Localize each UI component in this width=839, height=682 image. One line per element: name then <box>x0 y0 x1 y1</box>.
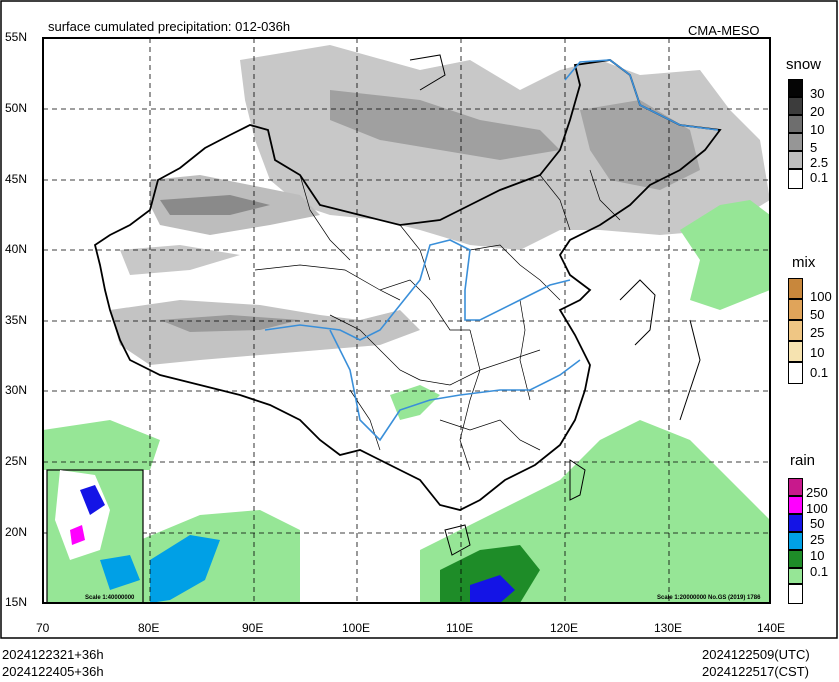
lat-label: 20N <box>5 525 28 539</box>
legend-swatch <box>788 133 803 151</box>
legend-label: 0.1 <box>810 170 829 185</box>
legend-swatch <box>788 169 803 189</box>
south-china-sea-inset <box>46 469 144 603</box>
legend-swatch <box>788 568 803 584</box>
lon-label: 80E <box>138 621 160 635</box>
legend-label: 5 <box>810 140 818 155</box>
snow-area-northeast <box>580 100 700 190</box>
legend-label: 10 <box>810 345 825 360</box>
lon-label: 90E <box>242 621 264 635</box>
legend-title-mix: mix <box>792 254 816 271</box>
lon-label: 140E <box>757 621 786 635</box>
map-scale: Scale 1:20000000 No.GS (2019) 1786 <box>657 595 761 601</box>
lat-label: 30N <box>5 383 28 397</box>
legend-swatch <box>788 299 803 320</box>
legend-swatch <box>788 278 803 299</box>
lat-label: 50N <box>5 101 28 115</box>
lat-label: 25N <box>5 454 28 468</box>
legend-swatch <box>788 550 803 568</box>
legend-label: 2.5 <box>810 155 829 170</box>
legend-swatch <box>788 362 803 384</box>
legend-label: 20 <box>810 104 825 119</box>
rain-area-sea-blue <box>470 575 515 603</box>
legend-swatch <box>788 532 803 550</box>
lat-label: 40N <box>5 242 28 256</box>
lat-label: 55N <box>5 30 28 44</box>
china-border <box>93 59 722 511</box>
legend-swatch <box>788 496 803 514</box>
legend-title-rain: rain <box>790 452 816 469</box>
rain-area-sea-dark <box>440 545 540 603</box>
snow-area-tibet <box>110 300 420 365</box>
legend-swatch <box>788 97 803 115</box>
init-time-cst: 2024122405+36h <box>2 664 104 679</box>
legend-label: 250 <box>806 485 828 500</box>
yangtze-river <box>329 329 581 442</box>
snow-area-north-dark <box>330 90 560 160</box>
legend-swatch <box>788 514 803 532</box>
lat-label: 45N <box>5 172 28 186</box>
legend-label: 50 <box>810 307 825 322</box>
legend-label: 25 <box>810 325 825 340</box>
legend-swatch <box>788 151 803 169</box>
lon-label: 100E <box>342 621 371 635</box>
legend-label: 0.1 <box>810 365 829 380</box>
amur-river <box>564 59 719 131</box>
lon-label: 110E <box>446 621 474 635</box>
legend-swatch <box>788 320 803 341</box>
lon-label: 130E <box>654 621 683 635</box>
valid-time-cst: 2024122517(CST) <box>702 664 809 679</box>
brand-label: CMA-MESO <box>688 23 760 38</box>
legend-swatch <box>788 115 803 133</box>
rain-area-south-heavy <box>150 535 220 603</box>
legend-title-snow: snow <box>786 56 822 73</box>
snow-area-xinjiang-dark <box>160 195 270 215</box>
lon-label: 70 <box>36 621 50 635</box>
lat-label: 35N <box>5 313 28 327</box>
legend-label: 10 <box>810 548 825 563</box>
legend-swatch <box>788 79 803 97</box>
rain-area-indochina-west <box>43 420 160 470</box>
yellow-river <box>264 239 571 341</box>
legend-label: 100 <box>806 501 828 516</box>
inset-scale: Scale 1:40000000 <box>85 595 135 601</box>
rain-area-japan <box>680 200 770 310</box>
legend-label: 50 <box>810 516 825 531</box>
legend-swatch <box>788 478 803 496</box>
map-title: surface cumulated precipitation: 012-036… <box>48 19 291 34</box>
legend-label: 25 <box>810 532 825 547</box>
legend-swatch-blank <box>788 584 803 604</box>
init-time-utc: 2024122321+36h <box>2 647 104 662</box>
rain-area-sichuan <box>390 385 440 420</box>
valid-time-utc: 2024122509(UTC) <box>702 647 810 662</box>
legend-label: 0.1 <box>810 564 829 579</box>
lon-label: 120E <box>550 621 579 635</box>
legend-label: 10 <box>810 122 825 137</box>
legend-label: 100 <box>810 289 832 304</box>
lat-label: 15N <box>5 595 28 609</box>
legend-swatch <box>788 341 803 362</box>
snow-area-tibet-dark <box>160 315 300 332</box>
legend-label: 30 <box>810 86 825 101</box>
